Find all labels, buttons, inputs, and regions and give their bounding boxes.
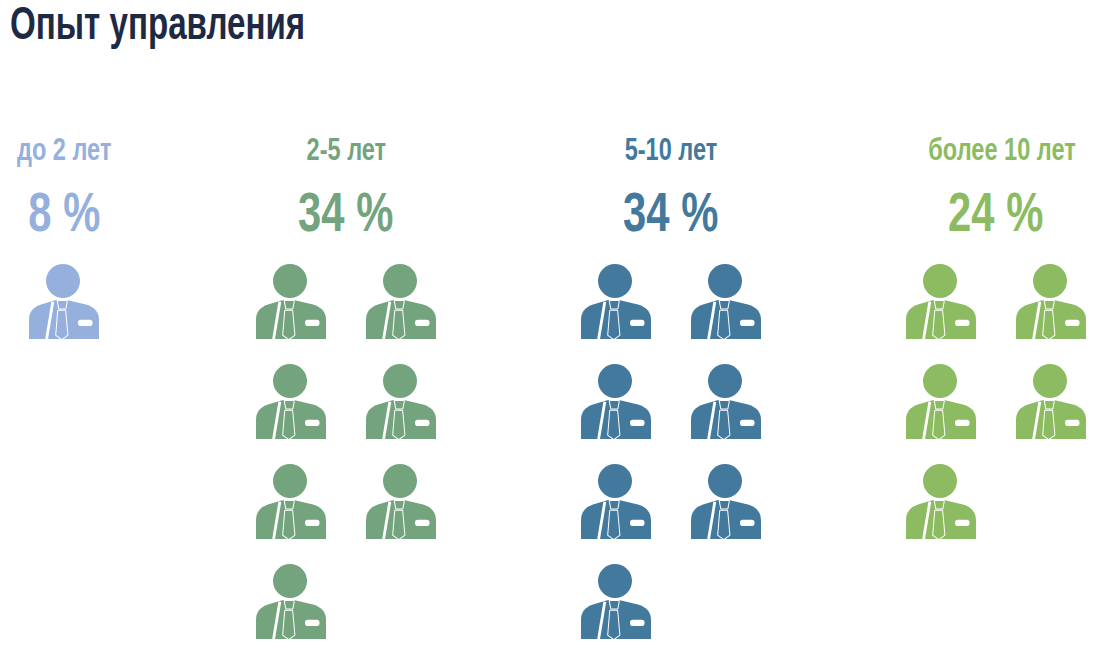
businessman-icon	[255, 464, 327, 539]
businessman-icon	[365, 464, 437, 539]
businessman-icon	[28, 264, 100, 339]
businessman-icon	[905, 364, 977, 439]
businessman-icon	[365, 364, 437, 439]
businessman-icon	[690, 264, 762, 339]
category-percent: 34 %	[580, 180, 762, 244]
businessman-icon	[255, 564, 327, 639]
category-label: 5-10 лет	[580, 132, 762, 168]
icon-grid	[255, 264, 437, 639]
category-label: более 10 лет	[905, 132, 1087, 168]
businessman-icon	[580, 464, 652, 539]
businessman-icon	[580, 364, 652, 439]
businessman-icon	[1015, 364, 1087, 439]
icon-grid	[905, 264, 1087, 539]
businessman-icon	[690, 364, 762, 439]
businessman-icon	[365, 264, 437, 339]
icon-grid	[0, 264, 155, 339]
category-percent: 24 %	[905, 180, 1087, 244]
businessman-icon	[255, 264, 327, 339]
category-percent: 34 %	[255, 180, 437, 244]
category-percent: 8 %	[0, 180, 155, 244]
page-title: Опыт управления	[10, 0, 420, 50]
businessman-icon	[580, 564, 652, 639]
businessman-icon	[905, 464, 977, 539]
category-label: 2-5 лет	[255, 132, 437, 168]
businessman-icon	[690, 464, 762, 539]
businessman-icon	[905, 264, 977, 339]
businessman-icon	[580, 264, 652, 339]
icon-grid	[580, 264, 762, 639]
businessman-icon	[255, 364, 327, 439]
businessman-icon	[1015, 264, 1087, 339]
category-label: до 2 лет	[0, 132, 155, 168]
